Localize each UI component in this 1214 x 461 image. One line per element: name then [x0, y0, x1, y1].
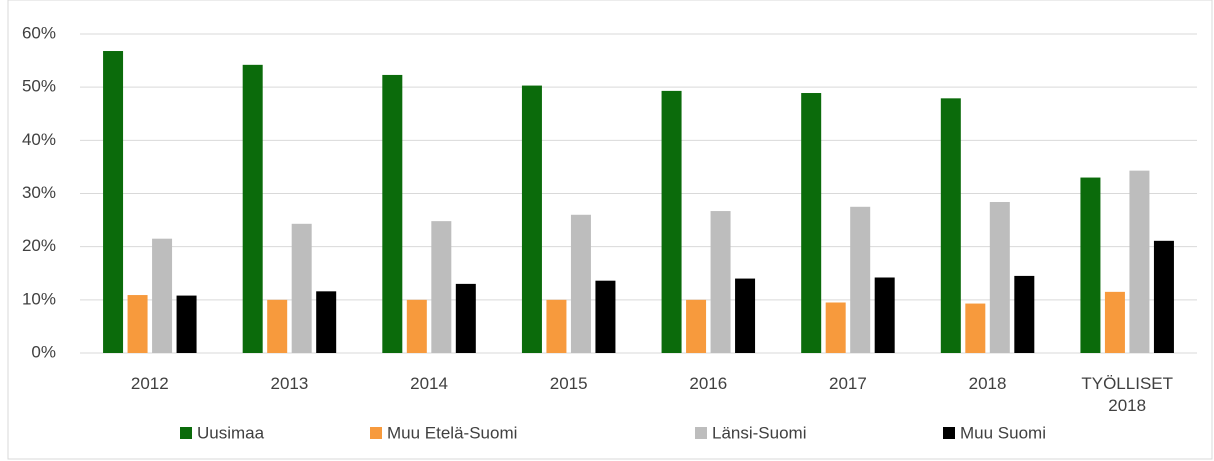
x-tick-label: 2014	[410, 374, 448, 393]
bar	[521, 85, 542, 354]
bar	[801, 93, 822, 353]
bar	[242, 64, 263, 353]
bar	[989, 202, 1010, 353]
bar	[735, 278, 756, 353]
bar	[940, 98, 961, 353]
frame	[7, 0, 1213, 460]
bar	[546, 299, 567, 353]
bar	[686, 299, 707, 353]
bar	[1129, 170, 1150, 353]
bar	[176, 295, 197, 353]
x-tick-label: 2017	[829, 374, 867, 393]
bar	[1014, 275, 1035, 353]
legend-label: Muu Etelä-Suomi	[387, 423, 517, 442]
legend-label: Muu Suomi	[960, 423, 1046, 442]
bar	[661, 90, 682, 353]
x-tick-label: 2016	[689, 374, 728, 393]
bar	[103, 51, 124, 353]
bar	[127, 295, 148, 353]
bar	[382, 74, 403, 354]
bar	[1104, 291, 1125, 353]
bar	[406, 299, 427, 353]
y-tick-label: 50%	[22, 77, 56, 96]
bar	[710, 211, 731, 353]
legend-label: Länsi-Suomi	[712, 423, 807, 442]
y-tick-label: 40%	[22, 130, 56, 149]
bar	[291, 223, 312, 353]
bar	[267, 299, 288, 353]
legend-swatch	[180, 427, 192, 439]
bar	[455, 283, 476, 353]
x-tick-label: 2018	[968, 374, 1007, 393]
y-tick-label: 20%	[22, 236, 56, 255]
legend-swatch	[943, 427, 955, 439]
bar	[595, 280, 616, 353]
bar	[1153, 240, 1174, 353]
x-tick-label: TYÖLLISET 2018	[1081, 374, 1173, 415]
bar	[431, 221, 452, 353]
legend-swatch	[695, 427, 707, 439]
y-tick-label: 60%	[22, 23, 56, 42]
bar	[316, 291, 337, 353]
y-tick-label: 30%	[22, 183, 56, 202]
y-tick-label: 10%	[22, 289, 56, 308]
bar	[874, 277, 895, 353]
bar	[850, 206, 871, 353]
x-tick-label: 2012	[130, 374, 169, 393]
legend-label: Uusimaa	[197, 423, 265, 442]
bar	[1080, 177, 1101, 353]
legend-swatch	[370, 427, 382, 439]
bar	[152, 238, 173, 353]
x-tick-label: 2013	[270, 374, 309, 393]
x-tick-label: 2015	[549, 374, 588, 393]
bar	[570, 214, 591, 353]
bar	[965, 303, 986, 353]
y-tick-label: 0%	[31, 342, 56, 361]
bar	[825, 302, 846, 353]
